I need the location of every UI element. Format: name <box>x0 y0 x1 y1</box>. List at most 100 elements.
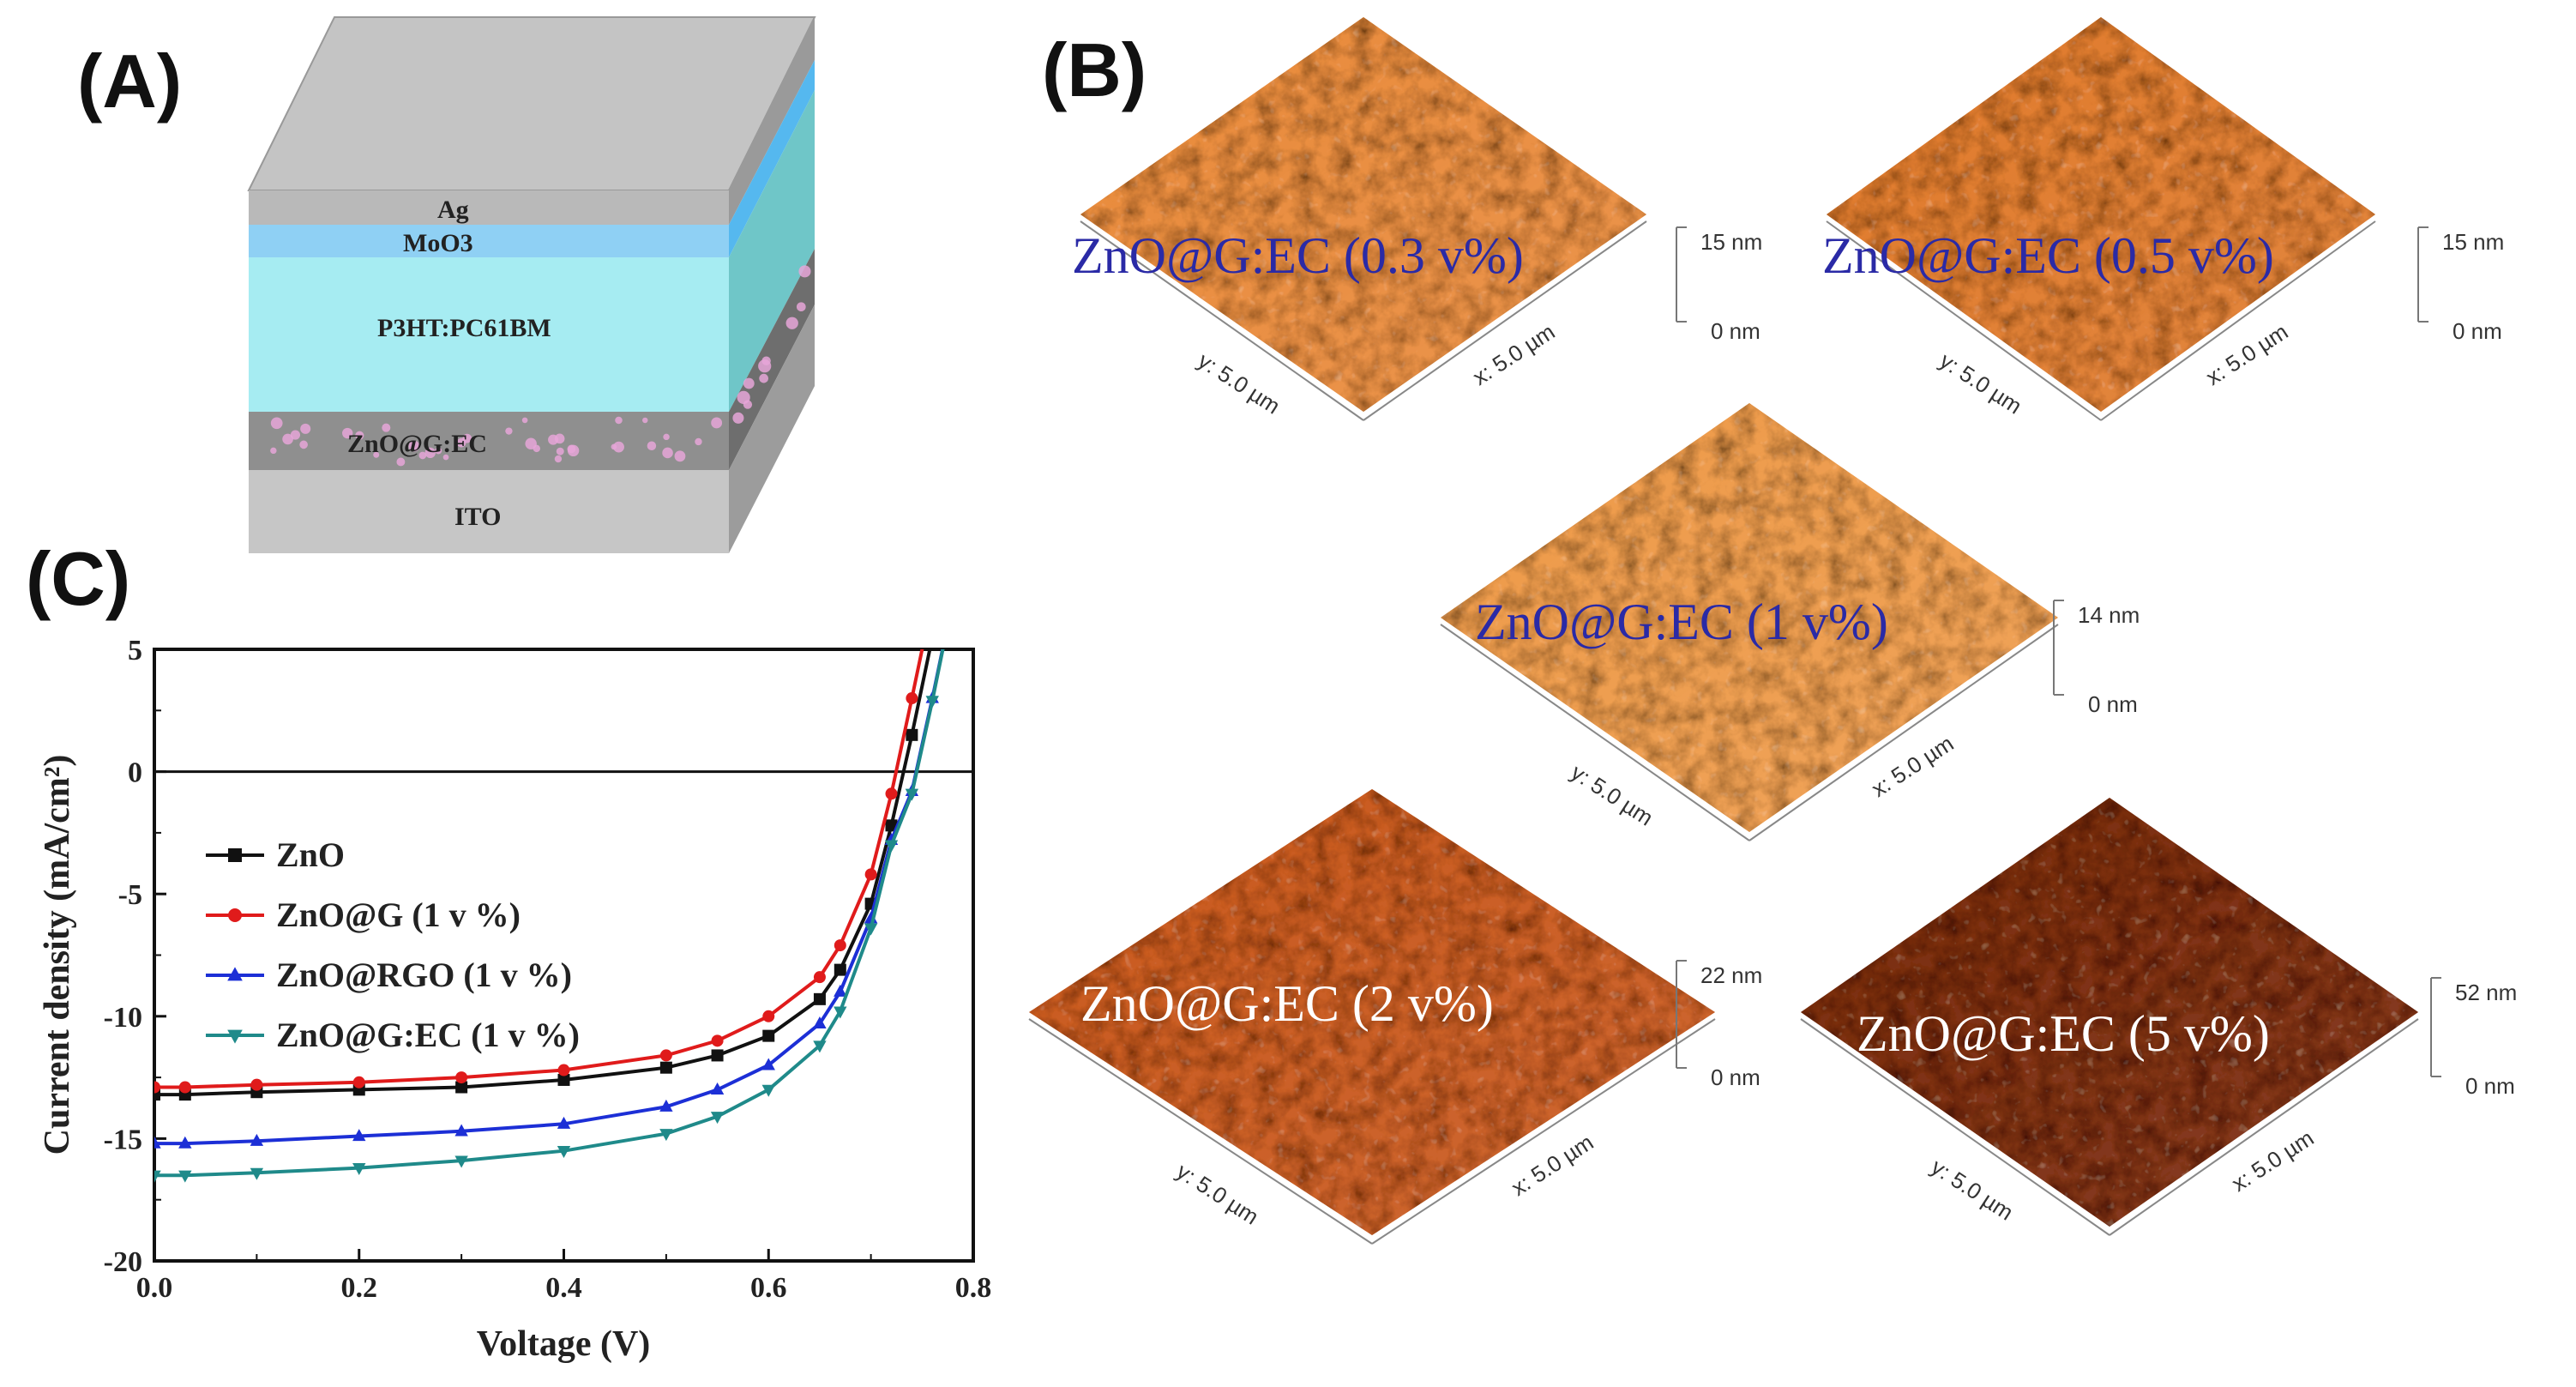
afm-y-axis-label: y: 5.0 µm <box>1935 347 2026 419</box>
x-tick-label: 0.6 <box>750 1272 787 1304</box>
etl-particle <box>711 417 723 429</box>
etl-particle <box>373 451 380 458</box>
afm-y-axis-line <box>1080 220 1364 421</box>
data-point <box>947 497 959 509</box>
active-front-face <box>249 257 729 412</box>
data-point <box>813 1040 827 1053</box>
afm-surface-highlight <box>1827 17 2375 412</box>
x-tick-label: 0.0 <box>136 1272 173 1304</box>
x-axis-title: Voltage (V) <box>477 1324 651 1364</box>
etl-particle <box>567 444 576 454</box>
data-point <box>864 868 877 881</box>
data-point <box>762 1010 775 1022</box>
etl-front-face <box>249 412 729 470</box>
data-point <box>946 595 959 607</box>
afm-y-axis-line <box>1826 220 2102 421</box>
series-line <box>154 649 924 1089</box>
etl-particle <box>737 390 750 404</box>
ito-side-face <box>729 305 815 553</box>
etl-particle <box>554 433 565 444</box>
afm-surface-highlight <box>1080 17 1646 412</box>
active-layer-label: P3HT:PC61BM <box>377 314 551 342</box>
data-point <box>557 1116 571 1129</box>
data-point <box>885 819 898 832</box>
data-point <box>710 1082 725 1095</box>
etl-particle <box>424 447 436 459</box>
etl-particle <box>270 417 283 430</box>
afm-x-axis-label: x: 5.0 µm <box>1468 318 1559 390</box>
ito-layer-label: ITO <box>454 503 501 531</box>
afm-zmin-label: 0 nm <box>1711 1064 1760 1090</box>
y-tick-label: 0 <box>128 757 142 789</box>
afm-surface-highlight <box>1029 789 1715 1235</box>
afm-x-axis-label: x: 5.0 µm <box>1867 730 1958 802</box>
afm-surface-highlight <box>1441 403 2058 832</box>
data-point <box>906 692 918 705</box>
legend-marker <box>227 1029 243 1044</box>
jv-chart: 0.0 0.2 0.4 0.6 0.8 5 0 -5 -10 -15 -20 ZnO ZnO@G (1… <box>38 497 992 1364</box>
ag-front-face <box>249 190 729 225</box>
etl-particle <box>695 437 702 446</box>
data-point <box>557 1064 570 1076</box>
etl-particle <box>647 441 657 451</box>
afm-image-1: 15 nm 0 nm y: 5.0 µm x: 5.0 µm ZnO@G:EC (0.3… <box>1072 17 1762 421</box>
active-side-face <box>729 90 815 412</box>
legend-entry: ZnO <box>206 835 345 874</box>
etl-particle <box>300 423 311 434</box>
etl-particle <box>732 412 744 424</box>
data-point <box>864 923 878 936</box>
afm-zmin-label: 0 nm <box>2453 318 2502 344</box>
afm-x-axis-line <box>2100 220 2376 421</box>
etl-particle <box>615 416 623 425</box>
data-point <box>178 1170 192 1183</box>
etl-particle <box>505 427 513 435</box>
data-point <box>762 1029 775 1042</box>
data-point <box>557 1146 571 1159</box>
data-point <box>925 696 939 709</box>
data-point <box>813 1016 827 1028</box>
etl-side-face <box>729 249 815 470</box>
etl-particle <box>282 433 293 445</box>
etl-particle <box>418 451 427 460</box>
data-point <box>455 1081 468 1094</box>
afm-x-axis-line <box>1371 1018 1716 1245</box>
data-point <box>154 1136 161 1149</box>
y-axis-title: Current density (mA/cm²) <box>38 755 77 1155</box>
etl-particle <box>758 359 772 373</box>
afm-x-axis-label: x: 5.0 µm <box>1507 1129 1598 1201</box>
afm-images: 15 nm 0 nm y: 5.0 µm x: 5.0 µm ZnO@G:EC (0.3… <box>1028 17 2517 1245</box>
data-point <box>250 1167 264 1180</box>
y-tick-label: -10 <box>104 1002 142 1034</box>
panel-c-label: (C) <box>26 536 130 621</box>
series-line <box>154 649 932 1097</box>
etl-particle <box>355 431 364 440</box>
data-point <box>178 1081 191 1094</box>
data-point <box>834 984 847 997</box>
data-point <box>178 1136 192 1149</box>
data-point <box>947 534 959 546</box>
etl-particle <box>382 423 391 432</box>
axis-ticks: 0.0 0.2 0.4 0.6 0.8 5 0 -5 -10 -15 -20 <box>104 635 992 1304</box>
data-point <box>710 1112 725 1125</box>
data-point <box>659 1049 672 1062</box>
data-point <box>454 1155 468 1168</box>
afm-y-axis-line <box>1028 1018 1373 1245</box>
legend-label: ZnO@RGO (1 v %) <box>276 956 572 994</box>
afm-image-3: 14 nm 0 nm y: 5.0 µm x: 5.0 µm ZnO@G:EC (1 v… <box>1440 403 2140 841</box>
etl-particle <box>554 455 563 463</box>
data-point <box>884 840 899 853</box>
ag-top-face <box>247 16 816 191</box>
afm-zmin-label: 0 nm <box>2088 691 2138 717</box>
afm-y-axis-label: y: 5.0 µm <box>1927 1154 2018 1226</box>
legend-label: ZnO@G:EC (1 v %) <box>276 1016 580 1054</box>
afm-y-axis-line <box>1800 1018 2110 1236</box>
data-point <box>813 971 826 984</box>
afm-sample-label: ZnO@G:EC (2 v%) <box>1080 975 1494 1032</box>
afm-image-4: 22 nm 0 nm y: 5.0 µm x: 5.0 µm ZnO@G:EC (2 v… <box>1028 789 1762 1245</box>
afm-zmin-label: 0 nm <box>2465 1073 2515 1099</box>
data-point <box>813 992 826 1005</box>
moo3-layer-label: MoO3 <box>403 229 473 257</box>
afm-zmax-label: 52 nm <box>2455 980 2517 1005</box>
data-point <box>250 1133 264 1146</box>
